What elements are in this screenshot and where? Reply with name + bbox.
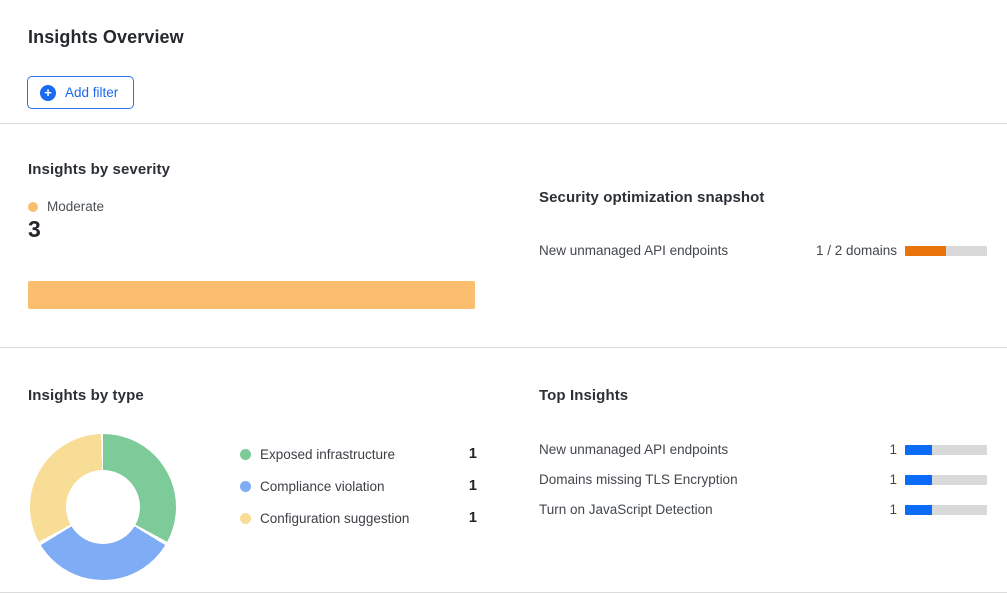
- insights-by-type-legend: Exposed infrastructure 1 Compliance viol…: [240, 444, 477, 528]
- top-insight-progress-track: [905, 444, 987, 455]
- snapshot-row-unmanaged-api: New unmanaged API endpoints 1 / 2 domain…: [539, 243, 987, 258]
- type-legend-value: 1: [468, 446, 477, 462]
- snapshot-row-value: 1 / 2 domains: [815, 243, 897, 258]
- top-insight-value: 1: [889, 502, 897, 517]
- top-insight-label: Turn on JavaScript Detection: [539, 502, 713, 517]
- security-optimization-snapshot-title: Security optimization snapshot: [539, 189, 765, 206]
- severity-legend-label: Moderate: [47, 199, 105, 214]
- top-insight-label: Domains missing TLS Encryption: [539, 472, 738, 487]
- type-legend-label: Exposed infrastructure: [260, 446, 396, 462]
- add-filter-label: Add filter: [65, 85, 119, 100]
- type-legend-label: Compliance violation: [260, 478, 385, 494]
- moderate-dot-icon: [28, 201, 38, 212]
- top-insight-progress-fill: [905, 504, 933, 515]
- top-insight-row-js-detection: Turn on JavaScript Detection 1: [539, 502, 987, 517]
- top-insight-progress-fill: [905, 444, 933, 455]
- top-insight-row-unmanaged-api: New unmanaged API endpoints 1: [539, 442, 987, 457]
- top-insight-progress-track: [905, 474, 987, 485]
- add-filter-button[interactable]: + Add filter: [27, 76, 135, 109]
- page-title: Insights Overview: [28, 27, 184, 47]
- type-legend-item-exposed-infrastructure[interactable]: Exposed infrastructure 1: [240, 444, 477, 464]
- insights-by-type-title: Insights by type: [28, 387, 144, 404]
- type-legend-label: Configuration suggestion: [260, 510, 410, 526]
- type-legend-value: 1: [468, 510, 477, 526]
- compliance-violation-dot-icon: [240, 480, 251, 492]
- severity-legend-item-moderate[interactable]: Moderate: [28, 199, 104, 214]
- top-insight-label: New unmanaged API endpoints: [539, 442, 729, 457]
- top-insight-row-tls-encryption: Domains missing TLS Encryption 1: [539, 472, 987, 487]
- exposed-infrastructure-dot-icon: [240, 448, 251, 460]
- top-insight-progress-fill: [905, 474, 933, 485]
- top-insight-progress-track: [905, 504, 987, 515]
- configuration-suggestion-dot-icon: [240, 512, 251, 524]
- snapshot-progress-fill: [905, 245, 946, 256]
- insights-by-severity-title: Insights by severity: [28, 161, 171, 178]
- top-insight-value: 1: [889, 472, 897, 487]
- insights-by-type-donut[interactable]: [30, 434, 176, 580]
- top-insights-title: Top Insights: [539, 387, 629, 404]
- severity-bar[interactable]: [28, 281, 475, 309]
- divider-bottom: [0, 592, 1007, 593]
- severity-count: 3: [28, 216, 41, 242]
- plus-circle-icon: +: [40, 84, 56, 101]
- divider-middle: [0, 347, 1007, 348]
- snapshot-row-label: New unmanaged API endpoints: [539, 243, 729, 258]
- type-legend-item-compliance-violation[interactable]: Compliance violation 1: [240, 476, 477, 496]
- type-legend-value: 1: [468, 478, 477, 494]
- snapshot-progress-track: [905, 245, 987, 256]
- top-insight-value: 1: [889, 442, 897, 457]
- type-legend-item-configuration-suggestion[interactable]: Configuration suggestion 1: [240, 508, 477, 528]
- divider-top: [0, 123, 1007, 124]
